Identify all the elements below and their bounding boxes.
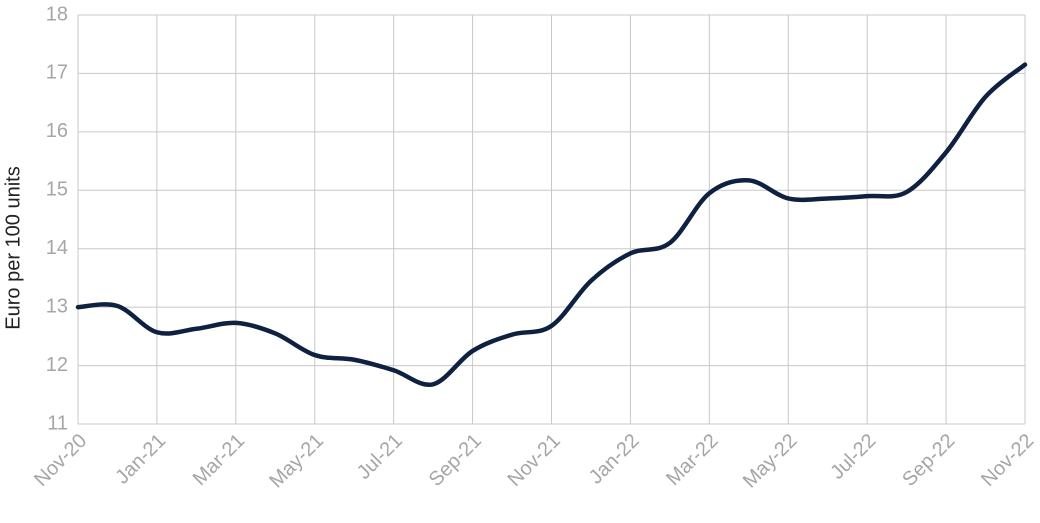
x-tick-label: May-22 <box>739 430 802 493</box>
y-tick-label: 15 <box>46 179 68 201</box>
y-tick-label: 13 <box>46 295 68 317</box>
x-tick-label: Jan-21 <box>111 430 170 489</box>
x-tick-label: Jul-22 <box>826 430 880 484</box>
x-tick-label: Jul-21 <box>353 430 407 484</box>
line <box>75 62 1028 387</box>
x-tick-label: Nov-22 <box>977 430 1038 491</box>
x-tick-label: Sep-21 <box>425 430 486 491</box>
x-tick-label: Mar-21 <box>189 430 249 490</box>
x-tick-label: Sep-22 <box>898 430 959 491</box>
x-tick-label: Jan-22 <box>585 430 644 489</box>
y-tick-label: 14 <box>46 237 68 259</box>
x-tick-label: Nov-21 <box>504 430 565 491</box>
y-axis-title: Euro per 100 units <box>2 166 24 329</box>
x-tick-label: May-21 <box>265 430 328 493</box>
y-tick-label: 18 <box>46 3 68 25</box>
y-tick-label: 12 <box>46 354 68 376</box>
x-tick-label: Mar-22 <box>662 430 722 490</box>
y-tick-label: 16 <box>46 120 68 142</box>
y-tick-label: 17 <box>46 62 68 84</box>
x-tick-label: Nov-20 <box>30 430 91 491</box>
y-tick-label: 11 <box>47 412 68 434</box>
